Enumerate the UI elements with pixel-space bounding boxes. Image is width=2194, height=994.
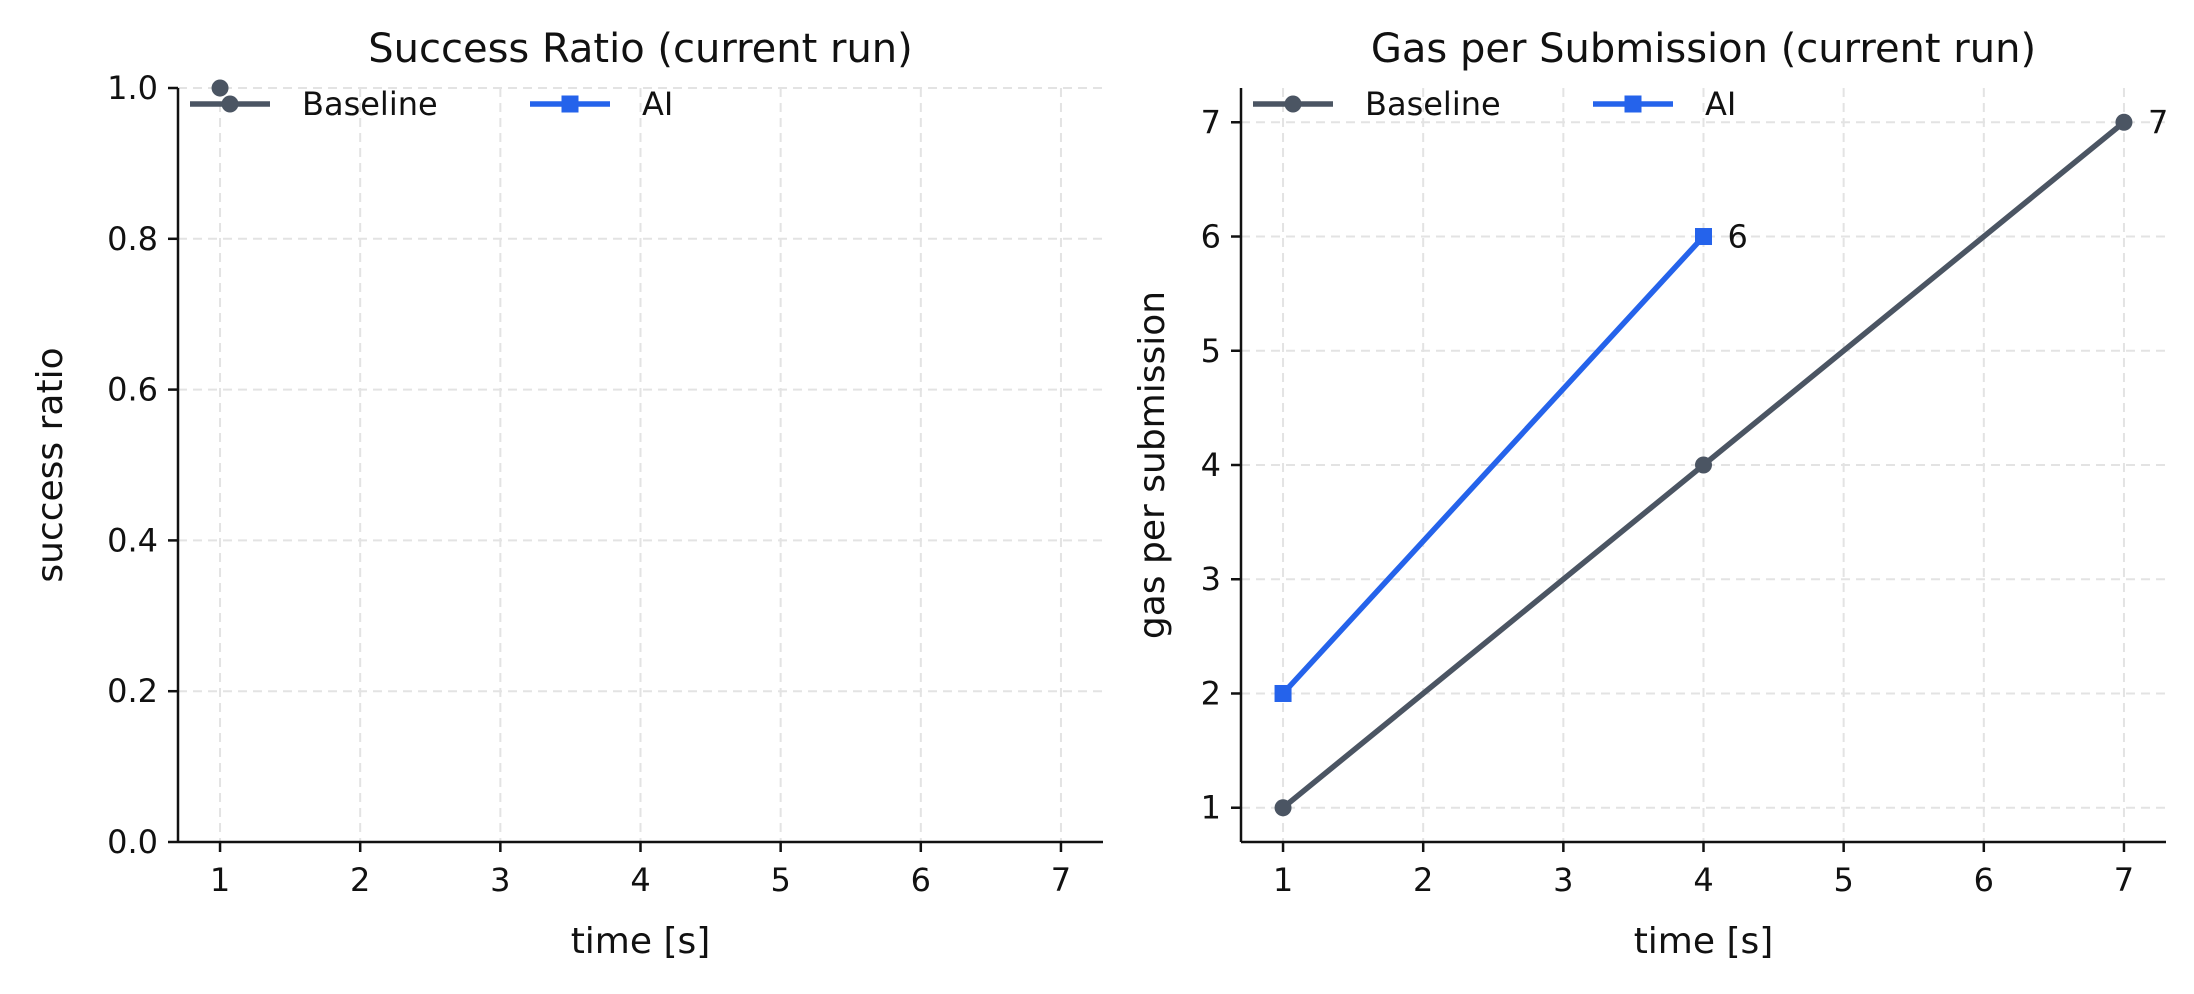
legend-item-baseline: Baseline bbox=[190, 85, 438, 123]
chart-panel-1: 1 2 3 4 5 6 7 0.0 0.2 0.4 0.6 0.8 1.0 Success Ratio (… bbox=[30, 26, 1103, 962]
series-line bbox=[1281, 234, 1706, 696]
data-point bbox=[1695, 456, 1712, 474]
data-label: 6 bbox=[1728, 218, 1748, 256]
legend-swatch-marker bbox=[221, 95, 239, 113]
y-tick-label: 1 bbox=[1201, 789, 1221, 827]
y-tick-label: 4 bbox=[1201, 446, 1221, 484]
data-label: 7 bbox=[2148, 103, 2168, 141]
y-axis-label: gas per submission bbox=[1132, 291, 1173, 639]
legend-item-ai: AI bbox=[1593, 85, 1736, 123]
y-tick-label: 2 bbox=[1201, 674, 1221, 712]
y-tick-label: 0.8 bbox=[107, 220, 158, 258]
x-tick-label: 6 bbox=[1974, 861, 1994, 899]
y-tick-label: 3 bbox=[1201, 560, 1221, 598]
data-point bbox=[211, 79, 229, 97]
x-tick-label: 2 bbox=[1413, 861, 1433, 899]
legend-label: Baseline bbox=[1365, 85, 1501, 123]
x-tick-label: 5 bbox=[1833, 861, 1853, 899]
x-tick-label: 4 bbox=[630, 861, 650, 899]
x-tick-label: 5 bbox=[770, 861, 790, 899]
x-tick-label: 1 bbox=[210, 861, 230, 899]
x-axis-label: time [s] bbox=[571, 921, 711, 962]
legend-label: AI bbox=[1705, 85, 1736, 123]
y-tick-label: 6 bbox=[1201, 218, 1221, 256]
data-point bbox=[1274, 799, 1292, 817]
y-tick-label: 5 bbox=[1201, 332, 1221, 370]
chart-title: Gas per Submission (current run) bbox=[1371, 26, 2036, 72]
chart-panel-2: 1 2 3 4 5 6 7 1 2 3 4 5 6 7 Gas per Submission (curren… bbox=[1132, 26, 2168, 962]
series-ai: 6 bbox=[1274, 218, 1748, 702]
y-axis-label: success ratio bbox=[30, 347, 71, 582]
x-tick-label: 1 bbox=[1273, 861, 1293, 899]
legend-swatch-marker bbox=[1284, 95, 1302, 113]
legend-swatch-marker bbox=[561, 95, 579, 113]
grid bbox=[1241, 88, 2166, 842]
legend-item-baseline: Baseline bbox=[1253, 85, 1501, 123]
data-point bbox=[1274, 684, 1292, 702]
y-tick-label: 1.0 bbox=[107, 69, 158, 107]
legend: Baseline AI bbox=[190, 85, 673, 123]
y-tick-label: 7 bbox=[1201, 103, 1221, 141]
x-tick-label: 3 bbox=[1553, 861, 1573, 899]
series-baseline: 7 bbox=[1274, 103, 2168, 817]
legend-label: Baseline bbox=[302, 85, 438, 123]
grid bbox=[178, 87, 1103, 843]
data-point bbox=[1695, 228, 1712, 246]
y-tick-label: 0.4 bbox=[107, 521, 158, 559]
y-tick-label: 0.0 bbox=[107, 823, 158, 861]
series-baseline bbox=[211, 79, 229, 97]
legend: Baseline AI bbox=[1253, 85, 1736, 123]
legend-label: AI bbox=[642, 85, 673, 123]
data-point bbox=[2115, 113, 2133, 131]
x-tick-label: 4 bbox=[1693, 861, 1713, 899]
legend-item-ai: AI bbox=[530, 85, 673, 123]
legend-swatch-marker bbox=[1624, 95, 1642, 113]
x-tick-label: 7 bbox=[2114, 861, 2134, 899]
x-tick-label: 6 bbox=[911, 861, 931, 899]
x-tick-label: 2 bbox=[350, 861, 370, 899]
y-tick-label: 0.6 bbox=[107, 371, 158, 409]
chart-title: Success Ratio (current run) bbox=[368, 26, 913, 72]
x-axis-label: time [s] bbox=[1634, 921, 1774, 962]
x-tick-label: 3 bbox=[490, 861, 510, 899]
x-tick-label: 7 bbox=[1051, 861, 1071, 899]
y-tick-label: 0.2 bbox=[107, 672, 158, 710]
